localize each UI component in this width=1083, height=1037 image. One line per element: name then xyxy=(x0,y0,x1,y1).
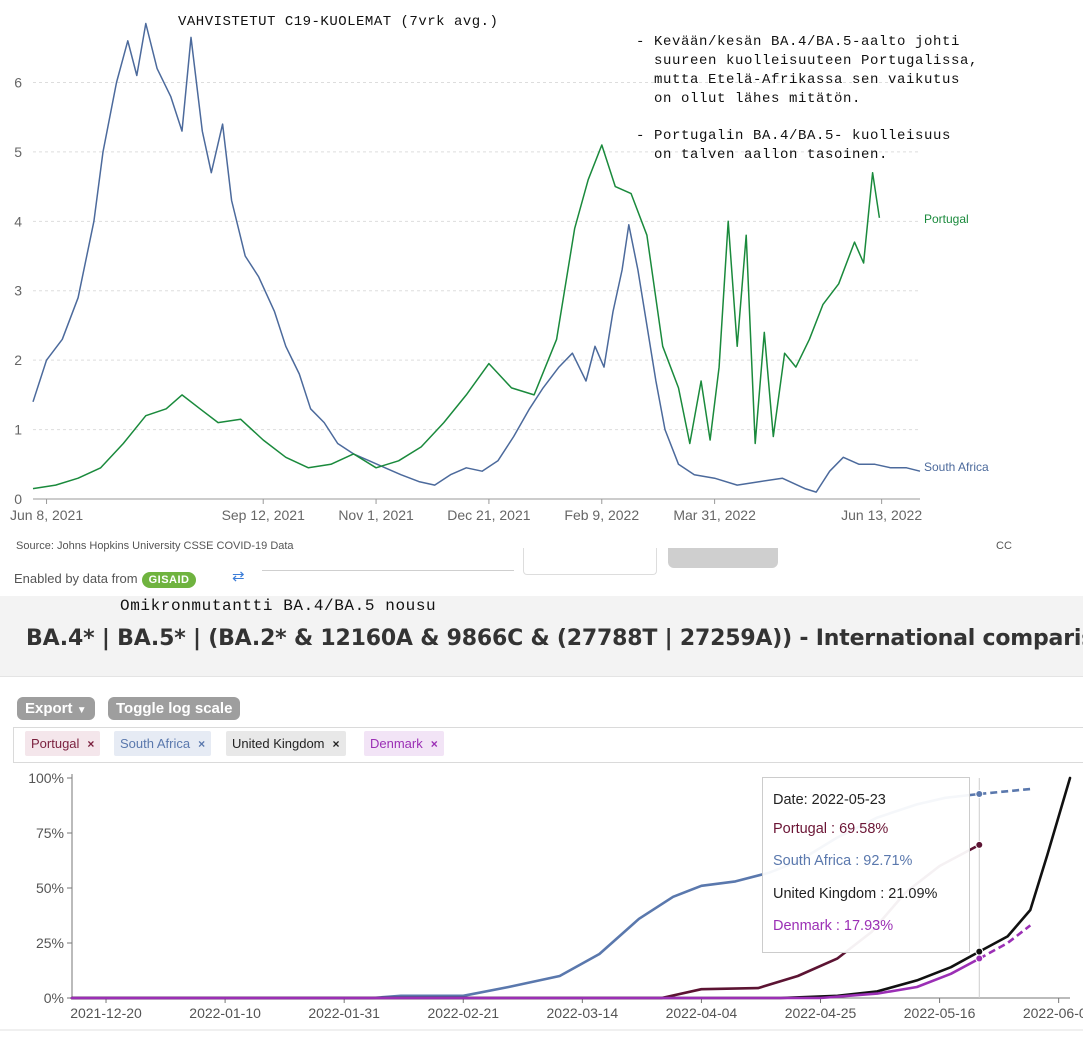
remove-portugal-icon[interactable]: × xyxy=(87,737,95,751)
tooltip-portugal: Portugal : 69.58% xyxy=(773,821,889,837)
series-line-denmark xyxy=(70,957,981,1000)
license-link[interactable]: CC xyxy=(996,540,1012,552)
series-projection-denmark xyxy=(978,924,1032,960)
series-line-portugal xyxy=(32,144,881,490)
chip-denmark: Denmark × xyxy=(364,731,444,756)
y-tick-label: 0% xyxy=(44,990,64,1006)
hover-point-united-kingdom xyxy=(975,947,984,956)
gisaid-logo[interactable]: GISAID xyxy=(141,571,197,588)
chip-label: Portugal xyxy=(31,736,80,751)
chip-portugal: Portugal × xyxy=(25,731,101,756)
advanced-button[interactable] xyxy=(668,548,778,568)
y-tick-label: 3 xyxy=(14,283,22,299)
x-tick-label: 2022-05-16 xyxy=(904,1005,976,1021)
y-tick-label: 100% xyxy=(28,770,64,786)
hover-tooltip: Date: 2022-05-23 Portugal : 69.58% South… xyxy=(762,777,970,953)
annotation-note-1: - Kevään/kesän BA.4/BA.5-aalto johti suu… xyxy=(636,34,979,107)
caret-down-icon: ▼ xyxy=(76,705,87,716)
chip-label: United Kingdom xyxy=(232,736,325,751)
data-credit: Enabled by data from GISAID xyxy=(14,571,197,588)
series-line-united-kingdom xyxy=(70,776,1072,1000)
x-tick-label: 2022-01-31 xyxy=(308,1005,380,1021)
y-tick-label: 0 xyxy=(14,491,22,507)
hover-point-south-africa xyxy=(975,790,984,799)
y-tick-label: 2 xyxy=(14,352,22,368)
export-button[interactable]: Export ▼ xyxy=(17,697,95,720)
x-tick-label: 2022-03-14 xyxy=(547,1005,619,1021)
hover-point-portugal xyxy=(975,840,984,849)
variant-share-chart[interactable]: 0% 25% 50% 75% 100% 2021-12-20 2022-01-10 2022-… xyxy=(0,760,1083,1037)
remove-south-africa-icon[interactable]: × xyxy=(198,737,206,751)
y-tick-label: 5 xyxy=(14,144,22,160)
deaths-chart-title: VAHVISTETUT C19-KUOLEMAT (7vrk avg.) xyxy=(178,14,499,30)
tooltip-united-kingdom: United Kingdom : 21.09% xyxy=(773,886,938,902)
x-tick-label: 2022-04-25 xyxy=(785,1005,857,1021)
remove-denmark-icon[interactable]: × xyxy=(430,737,438,751)
variant-rise-caption: Omikronmutantti BA.4/BA.5 nousu xyxy=(120,597,437,615)
y-tick-label: 75% xyxy=(36,825,64,841)
chip-south-africa: South Africa × xyxy=(114,731,212,756)
x-tick-label: 2022-04-04 xyxy=(666,1005,738,1021)
series-label-south-africa: South Africa xyxy=(924,460,989,474)
y-tick-label: 1 xyxy=(14,422,22,438)
x-tick-label: 2022-01-10 xyxy=(189,1005,261,1021)
chip-label: Denmark xyxy=(370,736,423,751)
hover-point-denmark xyxy=(975,954,984,963)
x-tick-label: Feb 9, 2022 xyxy=(564,507,639,523)
comparison-header-band xyxy=(0,596,1083,677)
lineage-search-input[interactable] xyxy=(262,548,514,571)
x-tick-label: 2022-06-06 xyxy=(1023,1005,1083,1021)
swap-icon[interactable]: ⇄ xyxy=(232,568,245,585)
deaths-chart: 0 1 2 3 4 5 6 Jun 8, 2021 Sep 12, 2021 Nov 1, 202… xyxy=(10,22,922,523)
x-tick-label: 2021-12-20 xyxy=(70,1005,142,1021)
tooltip-south-africa: South Africa : 92.71% xyxy=(773,853,913,869)
series-label-portugal: Portugal xyxy=(924,212,969,226)
x-tick-label: Dec 21, 2021 xyxy=(447,507,530,523)
comparison-title: BA.4* | BA.5* | (BA.2* & 12160A & 9866C … xyxy=(26,626,1083,651)
x-tick-label: Jun 13, 2022 xyxy=(841,507,922,523)
y-tick-label: 25% xyxy=(36,935,64,951)
source-note: Source: Johns Hopkins University CSSE CO… xyxy=(16,540,294,552)
remove-united-kingdom-icon[interactable]: × xyxy=(332,737,340,751)
y-tick-label: 6 xyxy=(14,74,22,90)
chip-label: South Africa xyxy=(120,736,191,751)
series-projection-south-africa xyxy=(979,787,1031,796)
y-tick-label: 50% xyxy=(36,880,64,896)
data-credit-label: Enabled by data from xyxy=(14,571,138,586)
x-tick-label: Sep 12, 2021 xyxy=(222,507,306,523)
series-line-south-africa xyxy=(32,22,921,493)
chip-united-kingdom: United Kingdom × xyxy=(226,731,346,756)
annotation-note-2: - Portugalin BA.4/BA.5- kuolleisuus on t… xyxy=(636,128,952,163)
x-tick-label: Nov 1, 2021 xyxy=(338,507,414,523)
x-tick-label: Jun 8, 2021 xyxy=(10,507,83,523)
export-label: Export xyxy=(25,700,73,717)
samples-select[interactable] xyxy=(523,548,657,575)
tooltip-date: Date: 2022-05-23 xyxy=(773,792,886,808)
y-tick-label: 4 xyxy=(14,213,22,229)
x-tick-label: 2022-02-21 xyxy=(427,1005,499,1021)
toggle-log-scale-button[interactable]: Toggle log scale xyxy=(108,697,241,720)
tooltip-denmark: Denmark : 17.93% xyxy=(773,918,894,934)
x-tick-label: Mar 31, 2022 xyxy=(673,507,756,523)
